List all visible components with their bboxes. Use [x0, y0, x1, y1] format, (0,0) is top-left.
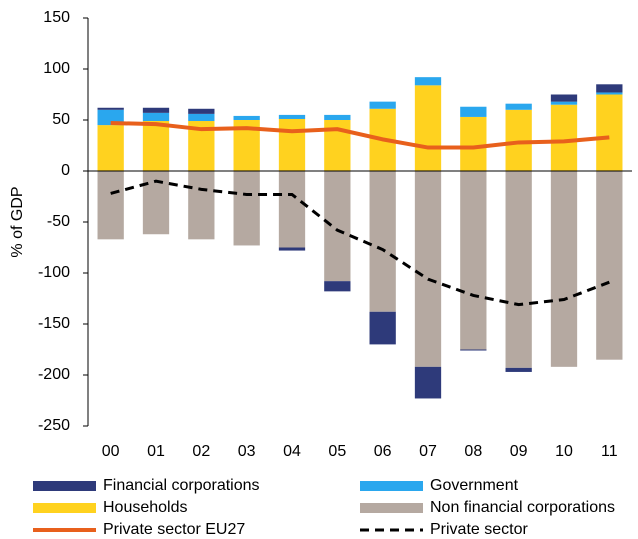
x-tick-label: 04 [283, 443, 301, 460]
x-tick-label: 01 [147, 443, 165, 460]
x-tick-label: 11 [601, 443, 618, 460]
y-axis-label: % of GDP [9, 186, 26, 257]
x-tick-label: 05 [328, 443, 346, 460]
bar-segment [460, 116, 487, 171]
y-tick-label: -150 [38, 315, 70, 332]
bar-segment [505, 367, 532, 372]
bar-segment [97, 107, 124, 110]
bar-segment [324, 281, 351, 292]
bar-segment [97, 171, 124, 240]
legend-label: Non financial corporations [430, 499, 615, 516]
bar-segment [278, 118, 306, 171]
bar-segment [278, 114, 306, 119]
bar-segment [596, 84, 623, 93]
bar-segment [278, 171, 306, 248]
bar-segment [596, 171, 623, 360]
line-series [110, 179, 610, 307]
bar-segment [460, 106, 487, 117]
x-tick-label: 00 [102, 443, 120, 460]
bar-segment [505, 103, 532, 110]
bar-segment [97, 125, 124, 171]
bar-segment [505, 171, 532, 368]
bar-segment [550, 104, 578, 171]
bar-segment [188, 108, 215, 114]
y-tick-label: -200 [38, 366, 70, 383]
y-tick-label: 150 [43, 9, 70, 26]
bar-segment [142, 107, 170, 113]
bar-segment [596, 92, 623, 95]
bar-segment [414, 85, 442, 171]
x-tick-label: 07 [419, 443, 437, 460]
bar-segment [460, 349, 487, 351]
legend-swatch [360, 503, 423, 513]
x-tick-label: 09 [510, 443, 528, 460]
bar-segment [550, 101, 578, 105]
bar-segment [550, 94, 578, 102]
bar-segment [369, 101, 396, 109]
legend-swatch [33, 481, 96, 491]
legend-label: Households [103, 499, 188, 516]
bar-segment [324, 114, 351, 120]
bar-segment [142, 121, 170, 171]
legend-label: Private sector [430, 521, 528, 538]
bar-segment [369, 171, 396, 312]
bar-segment [324, 171, 351, 282]
bar-segment [414, 171, 442, 367]
legend-label: Private sector EU27 [103, 521, 245, 538]
x-tick-label: 06 [374, 443, 392, 460]
y-tick-label: -50 [47, 213, 70, 230]
y-tick-label: 50 [52, 111, 70, 128]
legend-label: Financial corporations [103, 477, 260, 494]
bar-segment [460, 171, 487, 350]
bar-segment [414, 77, 442, 86]
legend-label: Government [430, 477, 519, 494]
bar-segment [414, 366, 442, 399]
bar-segment [369, 311, 396, 345]
bar-segment [142, 112, 170, 122]
bar-segment [233, 115, 260, 120]
x-tick-label: 10 [555, 443, 573, 460]
bar-segment [596, 94, 623, 171]
y-tick-label: 100 [43, 60, 70, 77]
bar-segment [278, 247, 306, 251]
x-tick-label: 08 [464, 443, 482, 460]
y-tick-label: -100 [38, 264, 70, 281]
legend-swatch [33, 503, 96, 513]
legend-swatch [360, 481, 423, 491]
x-tick-label: 03 [238, 443, 256, 460]
y-tick-label: 0 [61, 162, 70, 179]
x-tick-label: 02 [192, 443, 210, 460]
bar-segment [233, 171, 260, 246]
y-tick-label: -250 [38, 417, 70, 434]
bar-segment [550, 171, 578, 367]
bar-segment [188, 171, 215, 240]
line-series [110, 121, 610, 150]
bar-segment [188, 113, 215, 122]
